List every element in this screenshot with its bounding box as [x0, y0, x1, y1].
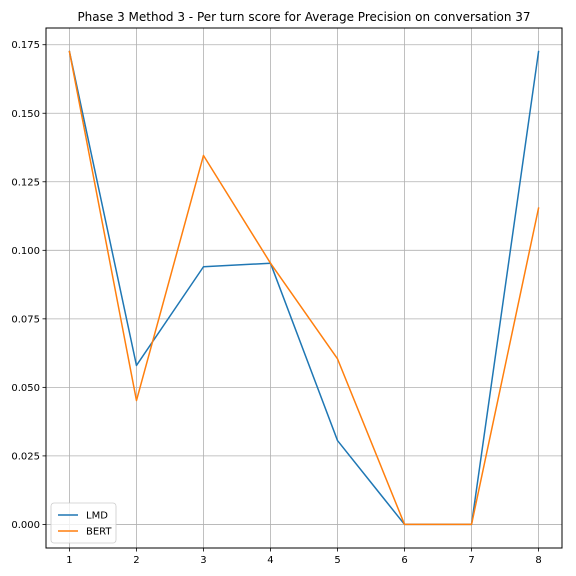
legend-label-bert: BERT [86, 527, 112, 538]
x-tick-label: 8 [535, 555, 541, 566]
y-tick-label: 0.050 [11, 383, 40, 394]
x-tick-label: 5 [334, 555, 340, 566]
x-axis: 1 2 3 4 5 6 7 8 [66, 548, 542, 566]
legend-label-lmd: LMD [86, 511, 108, 522]
x-tick-label: 7 [468, 555, 474, 566]
x-tick-label: 1 [66, 555, 72, 566]
x-tick-label: 4 [267, 555, 273, 566]
chart-title: Phase 3 Method 3 - Per turn score for Av… [77, 10, 530, 24]
grid [46, 28, 562, 548]
y-tick-label: 0.100 [11, 246, 40, 257]
y-axis: 0.000 0.025 0.050 0.075 0.100 0.125 0.150 0.175 [11, 40, 46, 531]
plot-frame [45, 27, 563, 549]
legend-box [50, 502, 117, 544]
y-tick-label: 0.125 [11, 177, 40, 188]
y-tick-label: 0.175 [11, 40, 40, 51]
y-tick-label: 0.150 [11, 109, 40, 120]
legend: LMD BERT [50, 502, 117, 544]
series-line-bert [68, 50, 540, 526]
series-group [68, 50, 540, 526]
x-tick-label: 6 [401, 555, 407, 566]
y-tick-label: 0.025 [11, 451, 40, 462]
y-tick-label: 0.000 [11, 520, 40, 531]
y-tick-label: 0.075 [11, 314, 40, 325]
x-tick-label: 2 [133, 555, 139, 566]
x-tick-label: 3 [200, 555, 206, 566]
